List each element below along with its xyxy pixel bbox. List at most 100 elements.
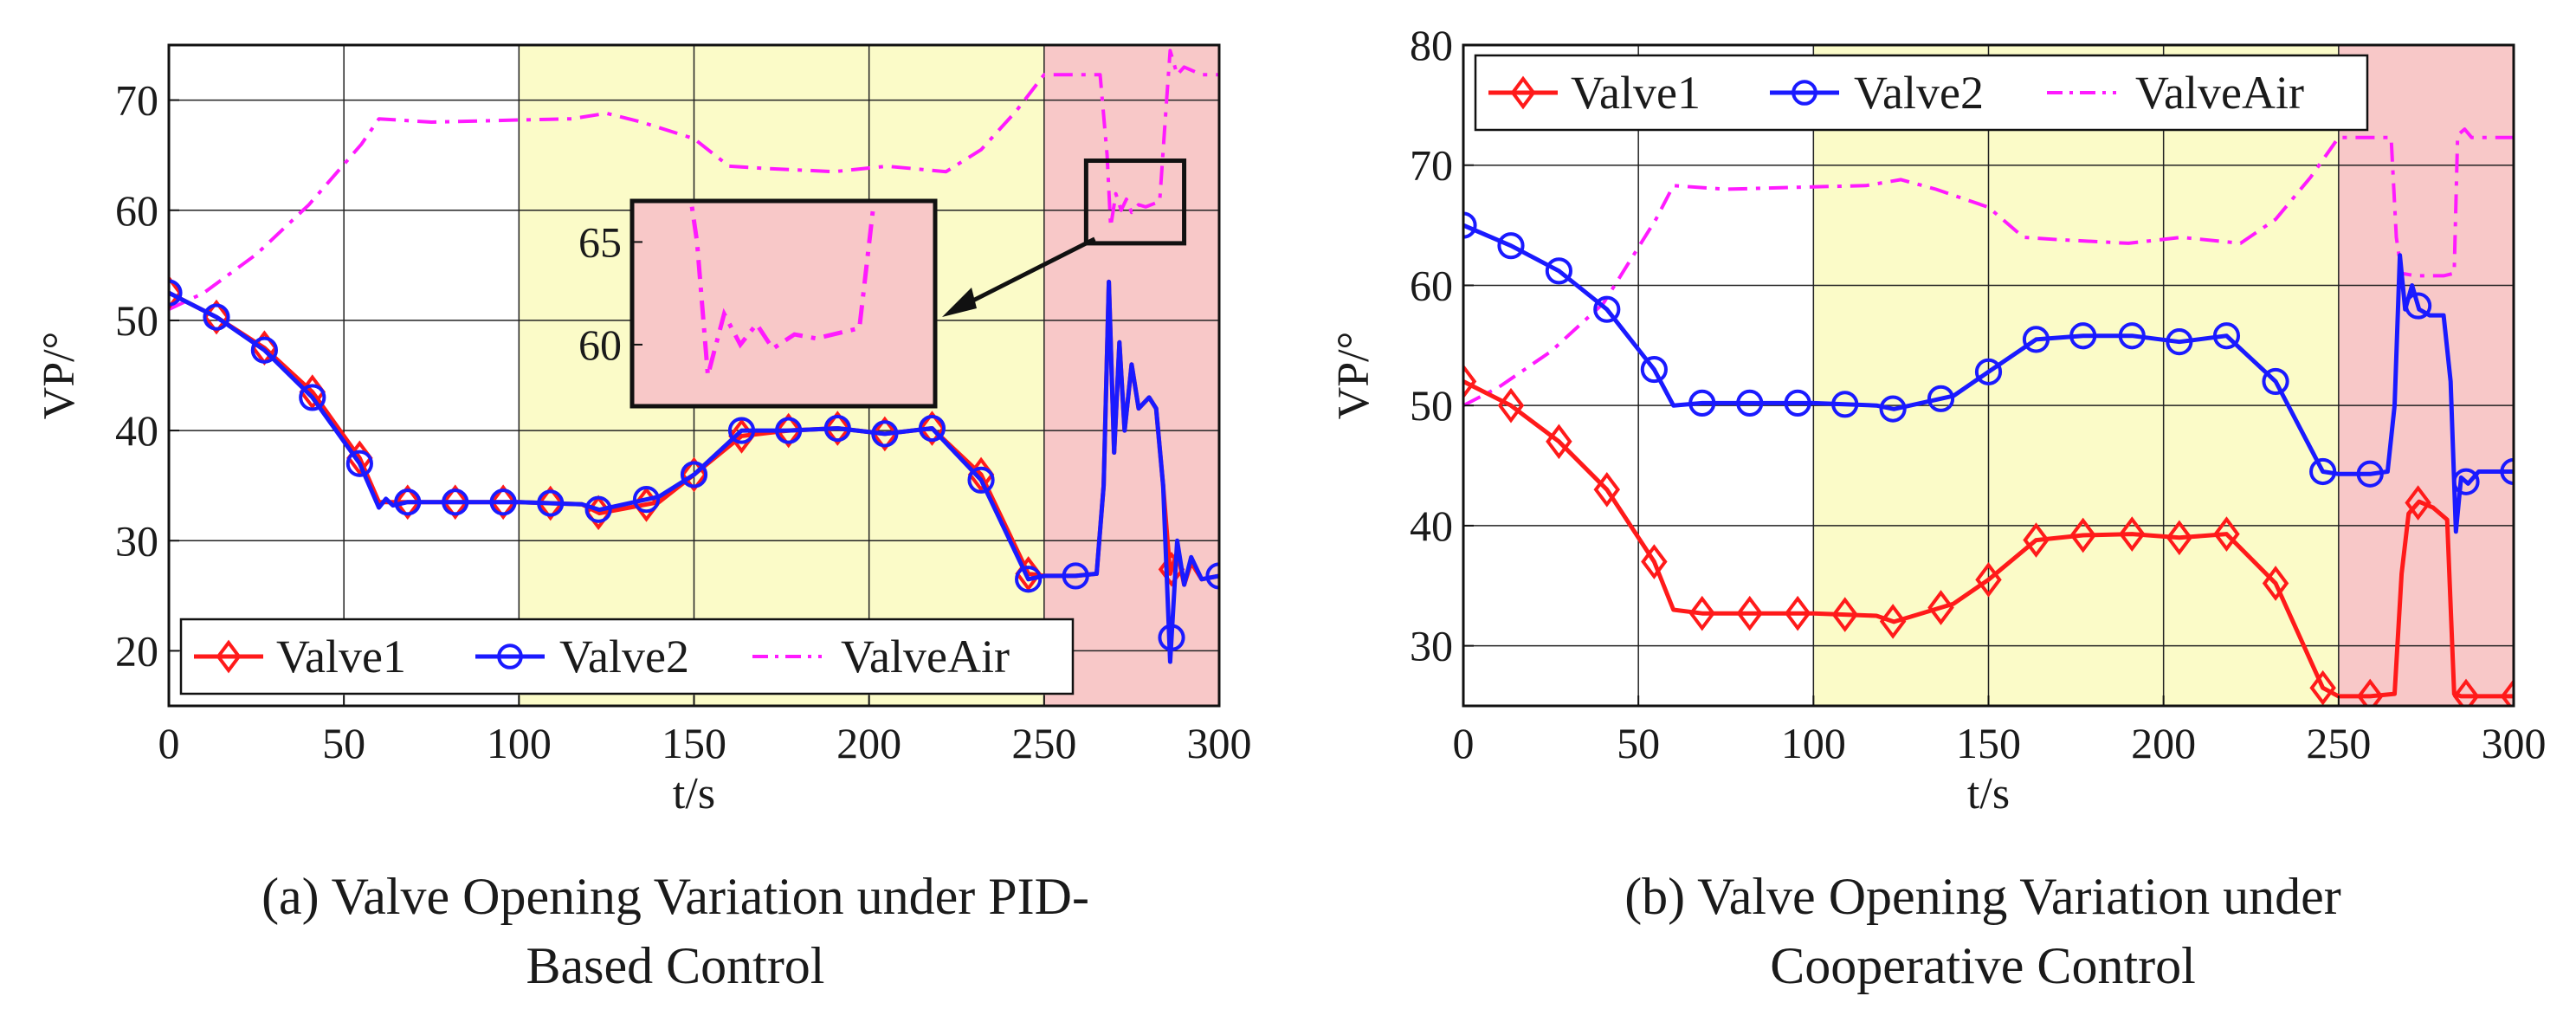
diamond-marker — [1641, 544, 1668, 579]
caption-a-line1: (a) Valve Opening Variation under PID- — [261, 868, 1089, 925]
chart-b: 0 50 100 150 200 250 300 30 40 50 60 70 80 t/s VP/° Val… — [1329, 21, 2547, 818]
diamond-marker — [2405, 485, 2431, 521]
circle-marker — [2309, 457, 2337, 486]
legend: Valve1 Valve2 ValveAir — [179, 618, 1075, 695]
y-tick-label: 60 — [115, 186, 158, 235]
diamond-marker — [1736, 595, 1763, 631]
diamond-marker — [2309, 670, 2336, 706]
circle-marker — [1784, 389, 1811, 417]
markers-valve1 — [1463, 364, 2514, 706]
y-axis-label: VP/° — [35, 332, 84, 420]
circle-marker — [918, 414, 946, 443]
x-tick-label: 50 — [322, 719, 365, 767]
circle-marker — [1158, 624, 1185, 651]
legend: Valve1 Valve2 ValveAir — [1474, 54, 2369, 132]
zoom-arrow-line — [949, 236, 1096, 314]
x-axis-label: t/s — [1967, 769, 2010, 818]
diamond-marker — [1879, 604, 1907, 639]
diamond-marker — [1784, 595, 1811, 631]
diamond-marker — [216, 639, 242, 674]
legend-box — [1474, 54, 2369, 132]
series-line-valveair — [169, 49, 1219, 312]
diamond-marker — [1510, 75, 1536, 110]
grid — [1463, 45, 2514, 706]
zoom-arrow-head — [942, 288, 977, 317]
circle-marker — [442, 488, 469, 516]
diamond-marker — [2262, 566, 2289, 601]
circle-marker — [1792, 80, 1817, 106]
diamond-marker — [2069, 517, 2096, 553]
y-tick-label: 50 — [1410, 381, 1453, 430]
circle-marker — [1015, 566, 1043, 593]
diamond-marker — [871, 416, 899, 452]
circle-marker — [967, 466, 995, 494]
circle-marker — [1497, 232, 1525, 260]
circle-marker — [2212, 322, 2241, 350]
circle-marker — [537, 489, 565, 517]
y-tick-label: 70 — [1410, 141, 1453, 190]
circle-marker — [1593, 295, 1621, 323]
x-tick-label: 100 — [1781, 719, 1846, 767]
inset-background — [632, 201, 935, 406]
plot-area — [1463, 127, 2514, 706]
circle-marker — [2452, 468, 2480, 495]
inset: 60 65 — [578, 158, 1187, 409]
diamond-marker — [2213, 516, 2240, 552]
circle-marker — [203, 303, 230, 331]
circle-marker — [1879, 395, 1907, 423]
circle-marker — [1545, 257, 1572, 285]
y-tick-label: 60 — [1410, 261, 1453, 309]
diamond-marker — [824, 411, 851, 446]
circle-marker — [2356, 460, 2384, 488]
circle-marker — [1205, 562, 1219, 590]
diamond-marker — [1463, 364, 1477, 399]
x-tick-label: 200 — [836, 719, 901, 767]
diamond-marker — [2452, 678, 2480, 706]
legend-box — [179, 618, 1075, 695]
diamond-marker — [442, 484, 468, 521]
diamond-marker — [1831, 597, 1858, 632]
x-axis-label: t/s — [673, 769, 715, 818]
y-tick-label: 50 — [115, 296, 158, 345]
circle-marker — [775, 417, 803, 444]
circle-marker — [632, 486, 661, 514]
x-tick-label: 50 — [1617, 719, 1660, 767]
circle-marker — [2262, 367, 2289, 396]
series-line-valve1 — [1463, 379, 2514, 699]
circle-marker — [1062, 562, 1089, 590]
legend-label-valve1: Valve1 — [276, 631, 406, 682]
x-tick-label: 150 — [662, 719, 726, 767]
y-tick-label: 80 — [1410, 21, 1453, 69]
circle-marker — [680, 461, 708, 488]
inset-y-tick-label: 60 — [578, 320, 622, 369]
circle-marker — [497, 644, 523, 670]
circle-marker — [1974, 358, 2003, 385]
caption-b: (b) Valve Opening Variation under Cooper… — [1377, 862, 2576, 1000]
x-tick-label: 0 — [158, 719, 180, 767]
x-tick-label: 300 — [2482, 719, 2547, 767]
markers-valve2 — [1463, 211, 2514, 495]
plot-area — [169, 49, 1219, 664]
diamond-marker — [2023, 522, 2050, 558]
circle-marker — [871, 420, 899, 448]
diamond-marker — [2119, 516, 2146, 552]
y-tick-label: 30 — [115, 516, 158, 565]
x-tick-label: 250 — [1011, 719, 1076, 767]
diamond-marker — [537, 485, 564, 521]
diamond-marker — [2356, 678, 2384, 706]
x-tick-label: 250 — [2306, 719, 2371, 767]
diamond-marker — [1593, 471, 1621, 508]
circle-marker — [1927, 385, 1955, 412]
chart-a: 0 50 100 150 200 250 300 20 30 40 50 60 70 t/s VP/° Val… — [35, 43, 1252, 818]
circle-marker — [489, 488, 517, 516]
circle-marker — [584, 495, 612, 523]
axes: 0 50 100 150 200 250 300 30 40 50 60 70 80 t/s VP/° — [1329, 21, 2547, 818]
diamond-marker — [775, 412, 802, 449]
markers-valve2 — [169, 279, 1219, 651]
circle-marker — [250, 336, 278, 364]
circle-marker — [2166, 328, 2193, 356]
diamond-marker — [2166, 520, 2193, 556]
circle-marker — [345, 450, 373, 477]
circle-marker — [823, 414, 851, 443]
